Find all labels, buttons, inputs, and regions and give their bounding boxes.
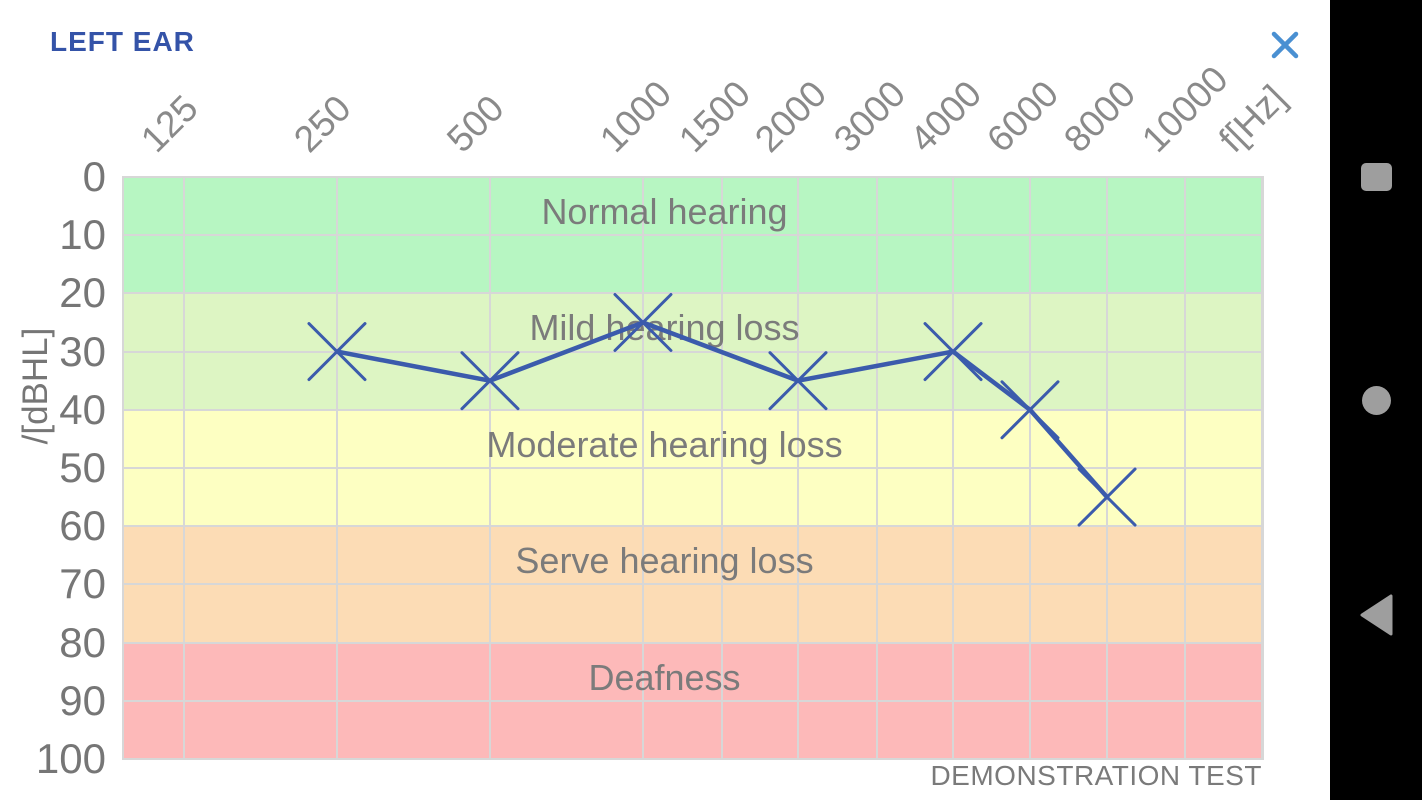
x-tick-label-3000: 3000 — [825, 72, 914, 160]
demo-watermark: DEMONSTRATION TEST — [930, 760, 1262, 791]
y-tick-label-50: 50 — [59, 444, 106, 491]
page-title: LEFT EAR — [50, 26, 195, 57]
x-tick-label-500: 500 — [438, 87, 512, 160]
gridline-h-40 — [123, 408, 1263, 411]
gridline-v-125 — [182, 177, 185, 759]
y-tick-label-10: 10 — [59, 211, 106, 259]
gridline-h-80 — [123, 641, 1263, 644]
x-tick-label-1000: 1000 — [591, 72, 680, 160]
recents-button[interactable] — [1330, 142, 1422, 212]
android-navbar — [1330, 0, 1422, 800]
x-tick-label-1500: 1500 — [670, 72, 759, 160]
y-tick-label-40: 40 — [59, 385, 106, 433]
band-label-serve-hearing-loss: Serve hearing loss — [515, 540, 814, 582]
x-tick-label-10000: 10000 — [1134, 58, 1236, 160]
y-tick-label-0: 0 — [82, 153, 106, 200]
y-tick-label-80: 80 — [59, 618, 106, 666]
x-tick-label-125: 125 — [132, 87, 206, 160]
gridline-v-8000 — [1106, 177, 1109, 759]
y-tick-label-70: 70 — [59, 560, 106, 608]
band-label-moderate-hearing-loss: Moderate hearing loss — [486, 423, 843, 465]
gridline-h-10 — [123, 234, 1263, 237]
band-label-normal-hearing: Normal hearing — [541, 191, 788, 232]
back-button[interactable] — [1330, 580, 1422, 650]
gridline-v-6000 — [1028, 177, 1031, 759]
gridline-v-f-hz — [1260, 177, 1263, 759]
band-label-mild-hearing-loss: Mild hearing loss — [529, 307, 800, 349]
home-button[interactable] — [1330, 365, 1422, 435]
gridline-h-20 — [123, 292, 1263, 295]
gridline-h-30 — [123, 350, 1263, 353]
gridline-h-90 — [123, 699, 1263, 702]
y-axis-label: /[dBHL] — [16, 327, 55, 445]
x-tick-label-4000: 4000 — [902, 72, 990, 160]
gridline-h-50 — [123, 467, 1263, 469]
band-label-deafness: Deafness — [588, 656, 741, 698]
gridline-h-0 — [123, 176, 1263, 178]
y-tick-label-30: 30 — [59, 327, 106, 375]
gridline-h-70 — [123, 583, 1263, 586]
y-tick-label-20: 20 — [59, 269, 106, 317]
x-tick-label-8000: 8000 — [1056, 72, 1144, 160]
gridline-h-60 — [123, 525, 1263, 528]
recents-square-icon — [1360, 163, 1392, 191]
y-tick-label-60: 60 — [59, 502, 106, 550]
home-circle-icon — [1361, 385, 1391, 415]
x-tick-label-250: 250 — [285, 87, 359, 160]
y-tick-label-90: 90 — [59, 676, 106, 724]
x-tick-label-2000: 2000 — [746, 72, 835, 160]
x-tick-label-6000: 6000 — [978, 72, 1067, 160]
y-tick-label-100: 100 — [35, 735, 106, 782]
close-icon[interactable] — [1268, 28, 1302, 62]
gridline-v-10000 — [1184, 177, 1187, 759]
back-triangle-icon — [1360, 594, 1393, 636]
